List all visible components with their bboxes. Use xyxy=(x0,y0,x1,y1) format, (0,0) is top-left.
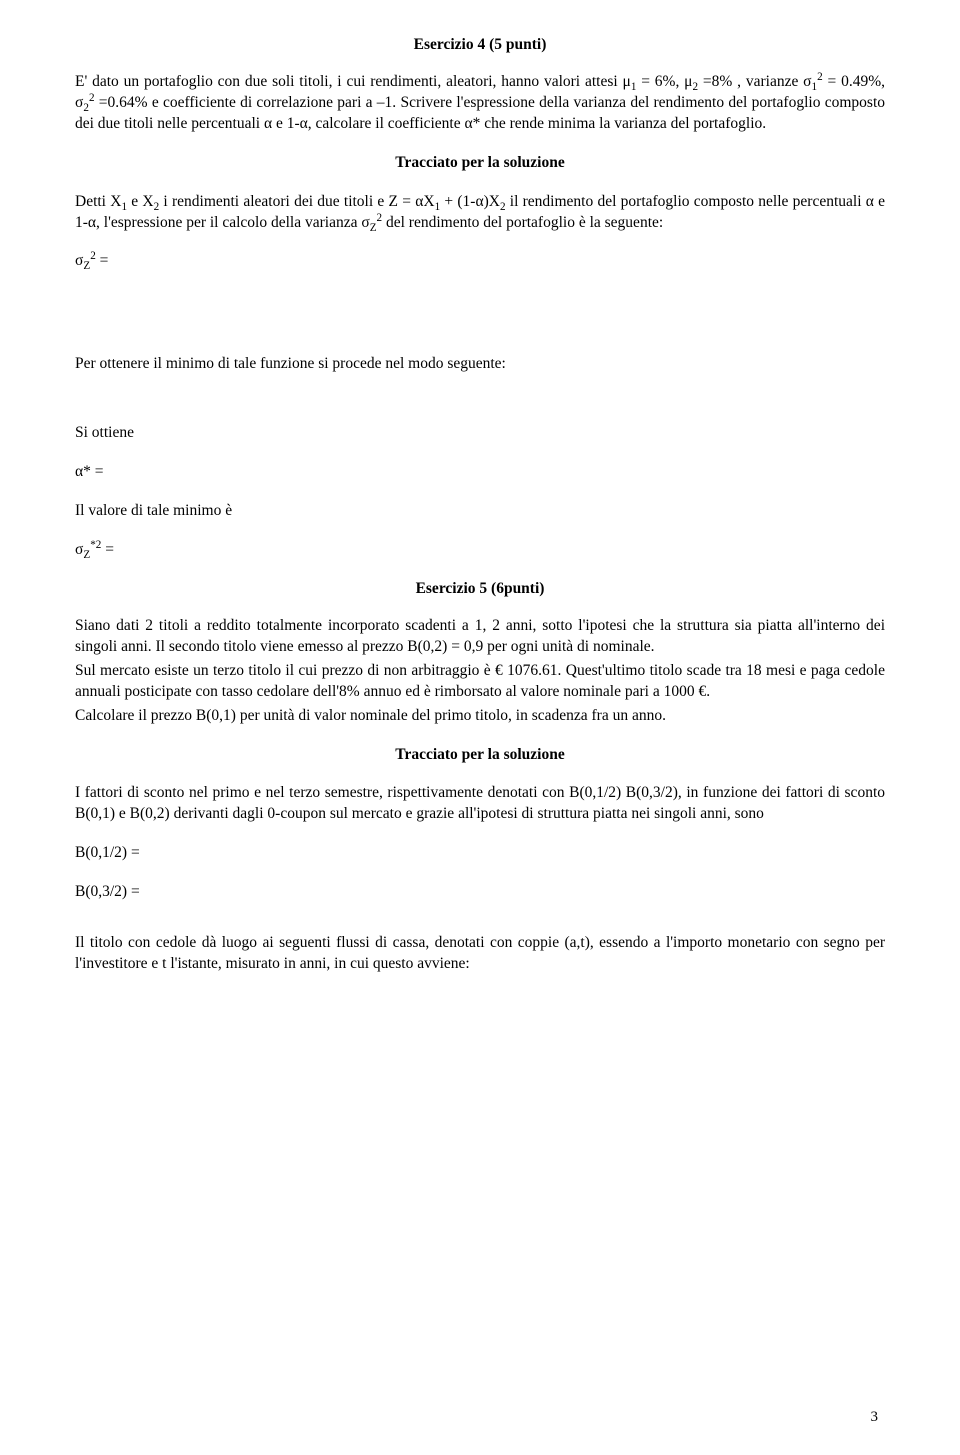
ex5-problem-p3: Calcolare il prezzo B(0,1) per unità di … xyxy=(75,706,885,727)
ex4-problem-text: E' dato un portafoglio con due soli tito… xyxy=(75,72,885,135)
ex5-tracciato: Tracciato per la soluzione xyxy=(75,745,885,766)
ex5-solution-p2: Il titolo con cedole dà luogo ai seguent… xyxy=(75,933,885,975)
ex4-formula-sigma-star: σZ*2 = xyxy=(75,540,885,561)
ex5-problem-p1: Siano dati 2 titoli a reddito totalmente… xyxy=(75,616,885,658)
ex5-solution-p1: I fattori di sconto nel primo e nel terz… xyxy=(75,783,885,825)
ex4-tracciato: Tracciato per la soluzione xyxy=(75,153,885,174)
ex4-title: Esercizio 4 (5 punti) xyxy=(75,35,885,56)
ex4-valore-min: Il valore di tale minimo è xyxy=(75,501,885,522)
ex5-formula-b032: B(0,3/2) = xyxy=(75,882,885,903)
ex5-formula-b012: B(0,1/2) = xyxy=(75,843,885,864)
ex4-formula-alpha-star: α* = xyxy=(75,462,885,483)
ex5-title: Esercizio 5 (6punti) xyxy=(75,579,885,600)
ex5-problem-p2: Sul mercato esiste un terzo titolo il cu… xyxy=(75,661,885,703)
page-number: 3 xyxy=(871,1407,879,1427)
ex4-si-ottiene: Si ottiene xyxy=(75,423,885,444)
ex4-formula-sigma-z: σZ2 = xyxy=(75,251,885,272)
ex4-min-procedure: Per ottenere il minimo di tale funzione … xyxy=(75,354,885,375)
ex4-solution-p1: Detti X1 e X2 i rendimenti aleatori dei … xyxy=(75,192,885,234)
